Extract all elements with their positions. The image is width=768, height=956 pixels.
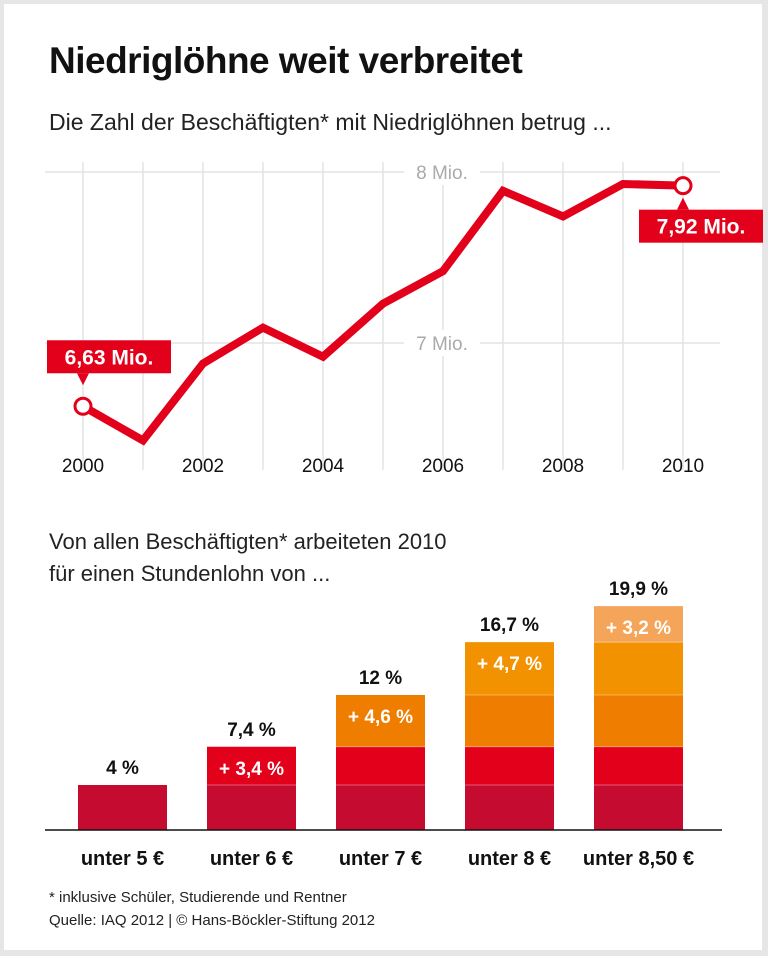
bar-segment [336,746,425,785]
bar-segment [465,746,554,785]
footnote: * inklusive Schüler, Studierende und Ren… [49,889,347,906]
chart-title: Niedriglöhne weit verbreitet [49,40,523,81]
value-callout-box [639,209,763,243]
total-label: 7,4 % [227,720,276,741]
bar-segment [465,642,554,695]
bar-chart-subtitle: Von allen Beschäftigten* arbeiteten 2010… [49,526,447,590]
bar-segment [594,785,683,830]
increment-label: + 4,7 % [477,654,542,675]
bar-segment [594,746,683,785]
increment-label: + 3,4 % [219,759,284,780]
value-callout-pointer [677,197,689,210]
value-callout-label: 7,92 Mio. [657,216,746,239]
value-callout-pointer [77,373,89,386]
value-callout-box [47,340,171,374]
x-tick-label: 2008 [542,456,584,477]
increment-label: + 4,6 % [348,707,413,728]
total-label: 19,9 % [609,579,668,600]
bar-segment [78,785,167,830]
bar-segment [336,695,425,747]
bar-segment [594,642,683,695]
bar-segment [207,785,296,830]
footnote-block: * inklusive Schüler, Studierende und Ren… [49,886,375,932]
bar-segment [465,695,554,747]
y-tick-label: 8 Mio. [416,163,468,184]
bar-segment [465,785,554,830]
annotated-point-marker [73,396,93,416]
bar-segment [594,695,683,747]
bar-subtitle-line2: für einen Stundenlohn von ... [49,561,331,586]
category-label: unter 8,50 € [583,848,694,870]
value-callout-label: 6,63 Mio. [65,346,154,369]
total-label: 12 % [359,668,402,689]
x-tick-label: 2000 [62,456,104,477]
category-label: unter 7 € [339,848,422,870]
x-tick-label: 2002 [182,456,224,477]
category-label: unter 8 € [468,848,551,870]
category-label: unter 5 € [81,848,164,870]
x-tick-label: 2006 [422,456,464,477]
x-tick-label: 2004 [302,456,345,477]
source: Quelle: IAQ 2012 | © Hans-Böckler-Stiftu… [49,912,375,929]
bar-subtitle-line1: Von allen Beschäftigten* arbeiteten 2010 [49,529,447,554]
annotated-point-marker [673,176,693,196]
line-chart-subtitle: Die Zahl der Beschäftigten* mit Niedrigl… [49,109,612,135]
bar-segment [594,606,683,643]
y-tick-label: 7 Mio. [416,334,468,355]
y-tick-background [404,330,480,356]
y-tick-background [404,159,480,185]
bar-segment [207,746,296,785]
total-label: 4 % [106,758,139,779]
bar-segment [336,785,425,830]
x-tick-label: 2010 [662,456,704,477]
increment-label: + 3,2 % [606,618,671,639]
category-label: unter 6 € [210,848,293,870]
total-label: 16,7 % [480,615,539,636]
